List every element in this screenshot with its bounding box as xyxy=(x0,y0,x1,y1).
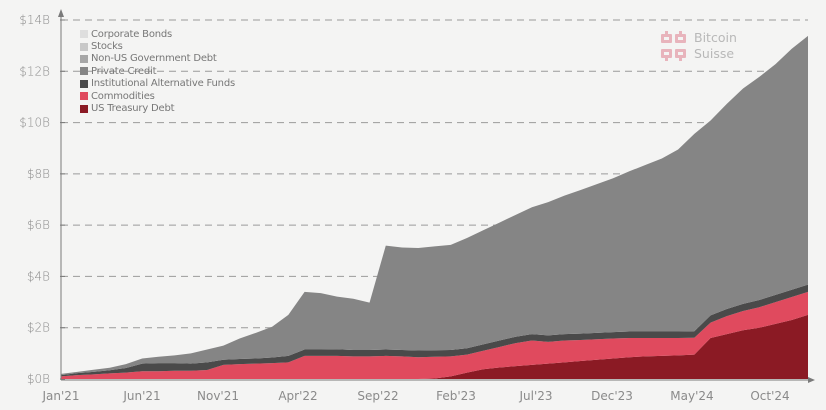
legend-swatch-icon xyxy=(80,30,88,39)
area-institutional-alternative-funds xyxy=(61,284,808,377)
area-commodities xyxy=(61,291,808,379)
legend-label: Institutional Alternative Funds xyxy=(91,78,235,90)
x-tick-label: May'24 xyxy=(670,389,713,403)
y-tick-label: $6B xyxy=(27,218,50,232)
x-tick-label: Oct'24 xyxy=(750,389,789,403)
legend-item: Institutional Alternative Funds xyxy=(80,78,235,90)
x-tick-label: Nov'21 xyxy=(197,389,239,403)
area-series xyxy=(61,35,808,379)
x-tick-labels: Jan'21 Jun'21 Nov'21 Apr'22 Sep'22 Feb'23 Jul'… xyxy=(41,389,789,403)
legend-swatch-icon xyxy=(80,67,88,76)
x-tick-label: Dec'23 xyxy=(591,389,633,403)
legend-item: Non-US Government Debt xyxy=(80,53,235,65)
legend-swatch-icon xyxy=(80,104,88,113)
y-tick-labels: $0B $2B $4B $6B $8B $10B $12B $14B xyxy=(19,13,50,386)
x-tick-label: Feb'23 xyxy=(436,389,476,403)
y-tick-label: $12B xyxy=(19,64,50,78)
legend-label: Non-US Government Debt xyxy=(91,53,217,65)
legend-label: US Treasury Debt xyxy=(91,103,175,115)
area-private-credit xyxy=(61,35,808,376)
y-tick-label: $14B xyxy=(19,13,50,27)
brand-line-2: Suisse xyxy=(694,46,735,61)
legend-item: Corporate Bonds xyxy=(80,28,235,40)
x-tick-label: Apr'22 xyxy=(278,389,317,403)
axes xyxy=(58,9,815,383)
legend-label: Private Credit xyxy=(91,65,157,77)
y-axis-arrow-icon xyxy=(58,9,64,17)
y-tick-label: $10B xyxy=(19,116,50,130)
x-tick-label: Jul'23 xyxy=(518,389,552,403)
legend-item: Commodities xyxy=(80,90,235,102)
legend-swatch-icon xyxy=(80,92,88,101)
legend: Corporate Bonds Stocks Non-US Government D… xyxy=(80,28,235,115)
x-tick-label: Sep'22 xyxy=(357,389,398,403)
x-tick-label: Jan'21 xyxy=(41,389,79,403)
legend-item: Private Credit xyxy=(80,65,235,77)
y-tick-label: $2B xyxy=(27,321,50,335)
x-tick-label: Jun'21 xyxy=(122,389,160,403)
legend-item: Stocks xyxy=(80,40,235,52)
legend-label: Commodities xyxy=(91,90,155,102)
y-tick-label: $8B xyxy=(27,167,50,181)
legend-swatch-icon xyxy=(80,54,88,63)
brand-logo: Bitcoin Suisse xyxy=(660,30,737,62)
legend-label: Stocks xyxy=(91,41,123,53)
area-us-treasury-debt xyxy=(61,314,808,379)
legend-swatch-icon xyxy=(80,42,88,51)
bitcoin-suisse-logo-icon xyxy=(661,31,686,61)
brand-line-1: Bitcoin xyxy=(694,30,737,45)
x-axis-arrow-icon xyxy=(808,377,815,383)
y-tick-label: $4B xyxy=(27,269,50,283)
legend-item: US Treasury Debt xyxy=(80,102,235,114)
legend-swatch-icon xyxy=(80,79,88,88)
y-tick-label: $0B xyxy=(27,372,50,386)
legend-label: Corporate Bonds xyxy=(91,28,173,40)
